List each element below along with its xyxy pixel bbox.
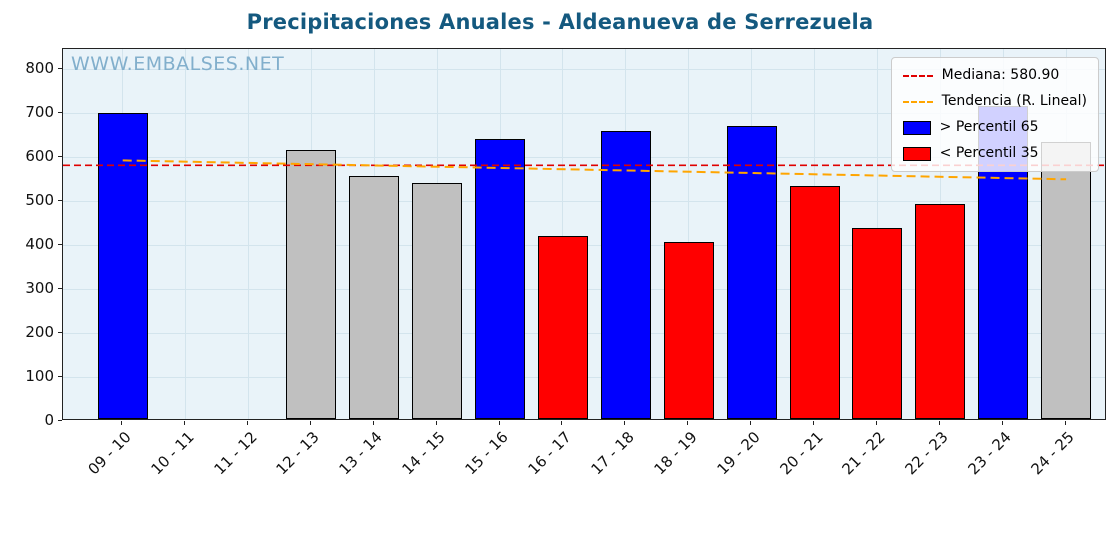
watermark: WWW.EMBALSES.NET — [71, 53, 285, 75]
x-tick-mark — [247, 421, 249, 425]
y-tick-label: 600 — [25, 146, 54, 165]
gridline-horizontal — [63, 68, 1105, 70]
y-tick-label: 700 — [25, 102, 54, 121]
x-tick-mark — [121, 421, 123, 425]
x-tick-mark — [561, 421, 563, 425]
legend-swatch — [902, 146, 931, 161]
gridline-vertical — [248, 49, 250, 419]
x-tick-label: 13 - 14 — [335, 428, 387, 479]
legend-swatch — [902, 120, 931, 135]
x-tick-mark — [750, 421, 752, 425]
y-tick-label: 300 — [25, 278, 54, 297]
legend-item: > Percentil 65 — [902, 118, 1087, 137]
plot-area: WWW.EMBALSES.NET Mediana: 580.90 Tendenci… — [62, 48, 1107, 420]
chart-title: Precipitaciones Anuales - Aldeanueva de … — [246, 10, 874, 34]
y-tick-label: 100 — [25, 366, 54, 385]
x-tick-mark — [372, 421, 374, 425]
x-tick-mark — [813, 421, 815, 425]
y-tick-label: 0 — [44, 411, 54, 429]
gridline-horizontal — [63, 112, 1105, 114]
bar-21-22 — [852, 227, 903, 419]
x-tick-mark — [875, 421, 877, 425]
y-tick-label: 200 — [25, 322, 54, 341]
x-tick-label: 21 - 22 — [838, 428, 890, 479]
bar-14-15 — [412, 182, 463, 419]
legend-label: Tendencia (R. Lineal) — [941, 93, 1087, 109]
gridline-horizontal — [63, 200, 1105, 202]
bar-16-17 — [537, 235, 588, 419]
y-tick-mark — [58, 420, 62, 421]
x-tick-mark — [1001, 421, 1003, 425]
x-tick-label: 10 - 11 — [147, 428, 198, 479]
x-tick-label: 18 - 19 — [650, 428, 701, 479]
gridline-vertical — [185, 49, 187, 419]
x-tick-label: 19 - 20 — [713, 428, 764, 479]
x-tick-label: 11 - 12 — [209, 428, 261, 479]
x-tick-mark — [435, 421, 437, 425]
x-tick-mark — [309, 421, 311, 425]
x-tick-mark — [624, 421, 626, 425]
x-tick-mark — [938, 421, 940, 425]
bar-22-23 — [915, 203, 966, 419]
gridline-horizontal — [63, 156, 1105, 158]
legend-item: Tendencia (R. Lineal) — [902, 92, 1087, 111]
x-tick-mark — [184, 421, 186, 425]
x-tick-label: 15 - 16 — [461, 428, 512, 479]
legend-item: Mediana: 580.90 — [902, 66, 1087, 85]
x-tick-label: 24 - 25 — [1027, 428, 1078, 479]
bar-19-20 — [726, 125, 777, 419]
legend: Mediana: 580.90 Tendencia (R. Lineal) > Pe… — [890, 57, 1099, 172]
y-tick-label: 400 — [25, 234, 54, 253]
x-tick-label: 14 - 15 — [398, 428, 449, 479]
x-tick-label: 17 - 18 — [587, 428, 638, 479]
bar-24-25 — [1041, 142, 1092, 419]
legend-label: < Percentil 35 — [939, 145, 1039, 161]
bar-20-21 — [789, 186, 840, 419]
trend-line — [122, 159, 1067, 181]
bar-13-14 — [349, 175, 400, 419]
gridline-vertical — [688, 49, 690, 419]
x-tick-label: 23 - 24 — [964, 428, 1015, 479]
x-tick-label: 20 - 21 — [775, 428, 827, 479]
legend-label: > Percentil 65 — [939, 119, 1039, 135]
x-tick-label: 22 - 23 — [901, 428, 953, 479]
x-tick-label: 16 - 17 — [524, 428, 575, 479]
gridline-vertical — [562, 49, 564, 419]
legend-swatch — [902, 74, 933, 77]
x-tick-mark — [1064, 421, 1066, 425]
legend-label: Mediana: 580.90 — [941, 67, 1060, 83]
x-tick-mark — [498, 421, 500, 425]
bar-09-10 — [97, 113, 148, 419]
legend-swatch — [902, 100, 933, 103]
x-tick-label: 09 - 10 — [84, 428, 135, 479]
y-tick-label: 500 — [25, 190, 54, 209]
bar-18-19 — [663, 242, 714, 419]
legend-item: < Percentil 35 — [902, 144, 1087, 163]
x-tick-label: 12 - 13 — [272, 428, 324, 479]
bar-12-13 — [286, 150, 337, 419]
chart-figure: Precipitaciones Anuales - Aldeanueva de … — [25, 10, 1107, 479]
bar-17-18 — [600, 130, 651, 419]
bar-15-16 — [475, 139, 526, 419]
y-tick-label: 800 — [25, 58, 54, 77]
x-tick-mark — [687, 421, 689, 425]
